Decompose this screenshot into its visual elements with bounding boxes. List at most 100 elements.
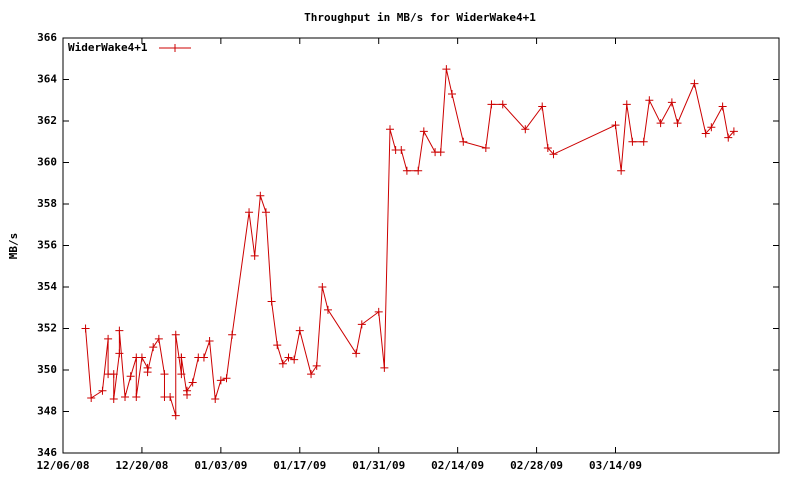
point-marker [295, 326, 304, 335]
point-marker [414, 166, 423, 175]
point-marker [487, 100, 496, 109]
point-marker [250, 251, 259, 260]
point-marker [87, 394, 96, 403]
point-marker [171, 330, 180, 339]
point-marker [205, 336, 214, 345]
point-marker [211, 395, 220, 404]
point-marker [154, 334, 163, 343]
x-tick-label: 12/20/08 [115, 459, 168, 472]
point-marker [256, 191, 265, 200]
point-marker [729, 127, 738, 136]
point-marker [397, 146, 406, 155]
point-marker [690, 79, 699, 88]
point-marker [137, 353, 146, 362]
point-marker [261, 208, 270, 217]
point-marker [290, 355, 299, 364]
y-tick-label: 352 [37, 322, 57, 335]
point-marker [402, 166, 411, 175]
point-marker [645, 96, 654, 105]
point-marker [538, 102, 547, 111]
point-marker [115, 349, 124, 358]
y-tick-label: 348 [37, 405, 57, 418]
point-marker [126, 372, 135, 381]
point-marker [380, 363, 389, 372]
x-tick-label: 01/03/09 [194, 459, 247, 472]
point-marker [109, 370, 118, 379]
point-marker [718, 102, 727, 111]
point-marker [419, 127, 428, 136]
point-marker [442, 65, 451, 74]
point-marker [149, 343, 158, 352]
y-tick-label: 350 [37, 363, 57, 376]
point-marker [188, 378, 197, 387]
y-tick-label: 364 [37, 73, 57, 86]
point-marker [498, 100, 507, 109]
x-tick-label: 02/14/09 [431, 459, 484, 472]
point-marker [312, 361, 321, 370]
point-marker [307, 370, 316, 379]
point-marker [374, 307, 383, 316]
point-marker [278, 359, 287, 368]
point-marker [166, 392, 175, 401]
series-line [85, 69, 735, 416]
point-marker [132, 392, 141, 401]
point-marker [318, 283, 327, 291]
point-marker [98, 386, 107, 395]
point-marker [639, 137, 648, 146]
chart-title: Throughput in MB/s for WiderWake4+1 [304, 11, 536, 24]
point-marker [143, 368, 152, 377]
legend-label: WiderWake4+1 [68, 41, 148, 54]
x-tick-label: 12/06/08 [37, 459, 90, 472]
point-marker [171, 411, 180, 420]
y-tick-label: 356 [37, 239, 57, 252]
point-marker [549, 150, 558, 159]
point-marker [81, 324, 90, 333]
point-marker [656, 119, 665, 128]
point-marker [199, 353, 208, 362]
point-marker [273, 341, 282, 350]
point-marker [701, 129, 710, 138]
point-marker [622, 100, 631, 109]
point-marker [459, 137, 468, 146]
point-marker [245, 208, 254, 217]
point-marker [121, 392, 130, 401]
point-marker [481, 143, 490, 152]
point-marker [724, 133, 733, 142]
point-marker [183, 386, 192, 395]
point-marker [222, 374, 231, 383]
point-marker [267, 297, 276, 306]
y-tick-label: 346 [37, 446, 57, 459]
point-marker [357, 320, 366, 329]
x-tick-label: 01/17/09 [273, 459, 326, 472]
point-marker [109, 395, 118, 404]
point-marker [667, 98, 676, 107]
point-marker [228, 330, 237, 339]
point-marker [448, 90, 457, 99]
legend-marker [171, 44, 179, 52]
point-marker [352, 349, 361, 358]
point-marker [436, 148, 445, 157]
x-tick-label: 02/28/09 [510, 459, 563, 472]
point-marker [323, 305, 332, 314]
point-marker [284, 353, 293, 362]
point-marker [177, 353, 186, 362]
point-marker [115, 326, 124, 335]
x-tick-label: 01/31/09 [352, 459, 405, 472]
y-tick-label: 354 [37, 280, 57, 293]
point-marker [177, 370, 186, 379]
point-marker [385, 125, 394, 134]
x-tick-label: 03/14/09 [589, 459, 642, 472]
point-marker [160, 370, 169, 379]
point-marker [673, 119, 682, 128]
y-tick-label: 366 [37, 31, 57, 44]
point-marker [216, 376, 225, 385]
y-tick-label: 362 [37, 114, 57, 127]
y-tick-label: 360 [37, 156, 57, 169]
point-marker [521, 125, 530, 134]
point-marker [104, 334, 113, 343]
point-marker [707, 123, 716, 132]
y-tick-label: 358 [37, 197, 57, 210]
y-axis-label: MB/s [7, 233, 20, 260]
point-marker [543, 143, 552, 152]
